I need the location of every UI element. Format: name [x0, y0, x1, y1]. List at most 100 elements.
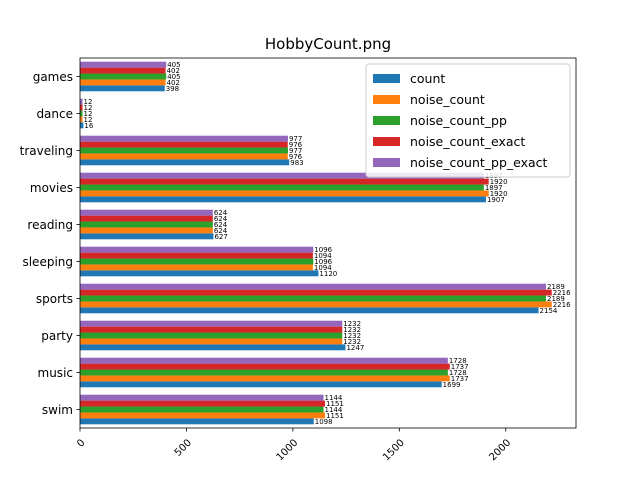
bar-label-traveling-noise_count: 976 — [289, 153, 303, 161]
bar-party-noise_count_pp_exact — [80, 320, 343, 327]
legend-label-noise_count_pp_exact: noise_count_pp_exact — [410, 155, 548, 170]
bar-label-reading-noise_count_exact: 624 — [214, 215, 228, 223]
bar-label-music-noise_count: 1737 — [451, 375, 469, 383]
bar-label-sleeping-count: 1120 — [319, 270, 337, 278]
legend-swatch-count — [373, 74, 400, 83]
bar-label-music-noise_count_exact: 1737 — [451, 363, 469, 371]
bar-label-party-noise_count_exact: 1232 — [343, 326, 361, 334]
legend-label-count: count — [410, 71, 445, 86]
bar-traveling-noise_count_exact — [80, 141, 288, 148]
bar-label-movies-noise_count: 1920 — [490, 190, 508, 198]
bar-swim-noise_count_exact — [80, 400, 326, 407]
bar-movies-noise_count_exact — [80, 178, 489, 185]
legend-box — [365, 63, 571, 178]
bar-party-noise_count_pp — [80, 332, 343, 339]
bar-label-sleeping-noise_count_pp: 1096 — [314, 258, 332, 266]
bar-swim-noise_count_pp — [80, 406, 324, 413]
y-tick-label-games: games — [33, 70, 73, 84]
bar-label-traveling-count: 983 — [290, 159, 303, 167]
bar-label-games-noise_count: 402 — [167, 79, 180, 87]
bar-traveling-noise_count_pp — [80, 147, 288, 154]
bar-label-party-count: 1247 — [346, 344, 364, 352]
bar-party-count — [80, 344, 346, 351]
bar-label-games-noise_count_pp: 405 — [167, 73, 180, 81]
bar-sports-noise_count — [80, 301, 552, 308]
bar-sports-noise_count_pp — [80, 295, 546, 302]
bar-label-dance-count: 16 — [84, 122, 93, 130]
bar-label-sports-noise_count_pp_exact: 2189 — [547, 283, 565, 291]
bar-music-noise_count — [80, 375, 450, 382]
x-tick-label-500: 500 — [173, 437, 194, 458]
bar-label-dance-noise_count_pp_exact: 12 — [84, 98, 93, 106]
legend: count noise_count noise_count_pp noise_coun… — [365, 63, 571, 178]
bar-label-sleeping-noise_count_pp_exact: 1096 — [314, 246, 332, 254]
bar-sleeping-noise_count_pp_exact — [80, 246, 314, 253]
bar-label-reading-noise_count_pp_exact: 624 — [214, 209, 228, 217]
x-tick-label-2000: 2000 — [488, 437, 514, 463]
bar-label-movies-noise_count_exact: 1920 — [490, 178, 508, 186]
legend-label-noise_count_pp: noise_count_pp — [410, 113, 507, 128]
bar-label-traveling-noise_count_pp_exact: 977 — [289, 135, 302, 143]
bar-label-party-noise_count: 1232 — [343, 338, 361, 346]
bar-label-swim-count: 1098 — [315, 418, 333, 426]
bar-sports-noise_count_exact — [80, 289, 552, 296]
chart-title: HobbyCount.png — [265, 35, 391, 53]
y-tick-label-movies: movies — [30, 181, 73, 195]
plot-frame — [79, 57, 577, 429]
bar-dance-noise_count_pp — [80, 110, 83, 117]
bar-movies-noise_count — [80, 190, 489, 197]
y-tick-label-dance: dance — [36, 107, 73, 121]
bar-label-dance-noise_count_exact: 12 — [84, 104, 93, 112]
bar-traveling-noise_count_pp_exact — [80, 135, 288, 142]
bar-music-count — [80, 381, 442, 388]
bar-dance-noise_count_exact — [80, 104, 83, 111]
bar-reading-count — [80, 233, 214, 240]
bar-music-noise_count_pp — [80, 369, 448, 376]
bar-movies-noise_count_pp — [80, 184, 484, 191]
bar-label-traveling-noise_count_exact: 976 — [289, 141, 303, 149]
bar-reading-noise_count_pp_exact — [80, 209, 213, 216]
x-tick-label-1000: 1000 — [275, 437, 301, 463]
bar-sleeping-noise_count_exact — [80, 252, 313, 259]
bar-label-dance-noise_count_pp: 12 — [84, 110, 93, 118]
y-tick-label-swim: swim — [42, 403, 73, 417]
bar-games-count — [80, 85, 165, 92]
bar-label-sleeping-noise_count_exact: 1094 — [314, 252, 332, 260]
bar-label-reading-noise_count_pp: 624 — [214, 221, 228, 229]
bar-label-sports-count: 2154 — [540, 307, 558, 315]
bar-party-noise_count — [80, 338, 343, 345]
bar-label-reading-noise_count: 624 — [214, 227, 228, 235]
bar-reading-noise_count_exact — [80, 215, 213, 222]
bar-label-swim-noise_count: 1151 — [326, 412, 344, 420]
bar-traveling-noise_count — [80, 153, 288, 160]
x-tick-label-0: 0 — [75, 437, 87, 449]
y-tick-label-sports: sports — [36, 292, 73, 306]
bar-sports-noise_count_pp_exact — [80, 283, 546, 290]
bar-swim-noise_count — [80, 412, 326, 419]
bar-label-reading-count: 627 — [214, 233, 227, 241]
bar-dance-noise_count_pp_exact — [80, 98, 83, 105]
y-tick-label-sleeping: sleeping — [22, 255, 73, 269]
bar-games-noise_count_pp_exact — [80, 61, 167, 68]
bar-party-noise_count_exact — [80, 326, 343, 333]
bar-label-swim-noise_count_exact: 1151 — [326, 400, 344, 408]
bar-label-sports-noise_count_pp: 2189 — [547, 295, 565, 303]
bar-sleeping-noise_count_pp — [80, 258, 314, 265]
legend-swatch-noise_count_pp — [373, 116, 400, 125]
y-tick-label-music: music — [38, 366, 73, 380]
bar-movies-count — [80, 196, 486, 203]
bar-label-swim-noise_count_pp: 1144 — [325, 406, 343, 414]
bar-dance-noise_count — [80, 116, 83, 123]
bar-label-party-noise_count_pp_exact: 1232 — [343, 320, 361, 328]
legend-label-noise_count: noise_count — [410, 92, 485, 107]
bar-label-games-noise_count_pp_exact: 405 — [167, 61, 180, 69]
bar-reading-noise_count — [80, 227, 213, 234]
bar-games-noise_count_exact — [80, 67, 166, 74]
y-tick-label-traveling: traveling — [20, 144, 73, 158]
bar-traveling-count — [80, 159, 290, 166]
bar-reading-noise_count_pp — [80, 221, 213, 228]
legend-label-noise_count_exact: noise_count_exact — [410, 134, 525, 149]
x-tick-label-1500: 1500 — [381, 437, 407, 463]
